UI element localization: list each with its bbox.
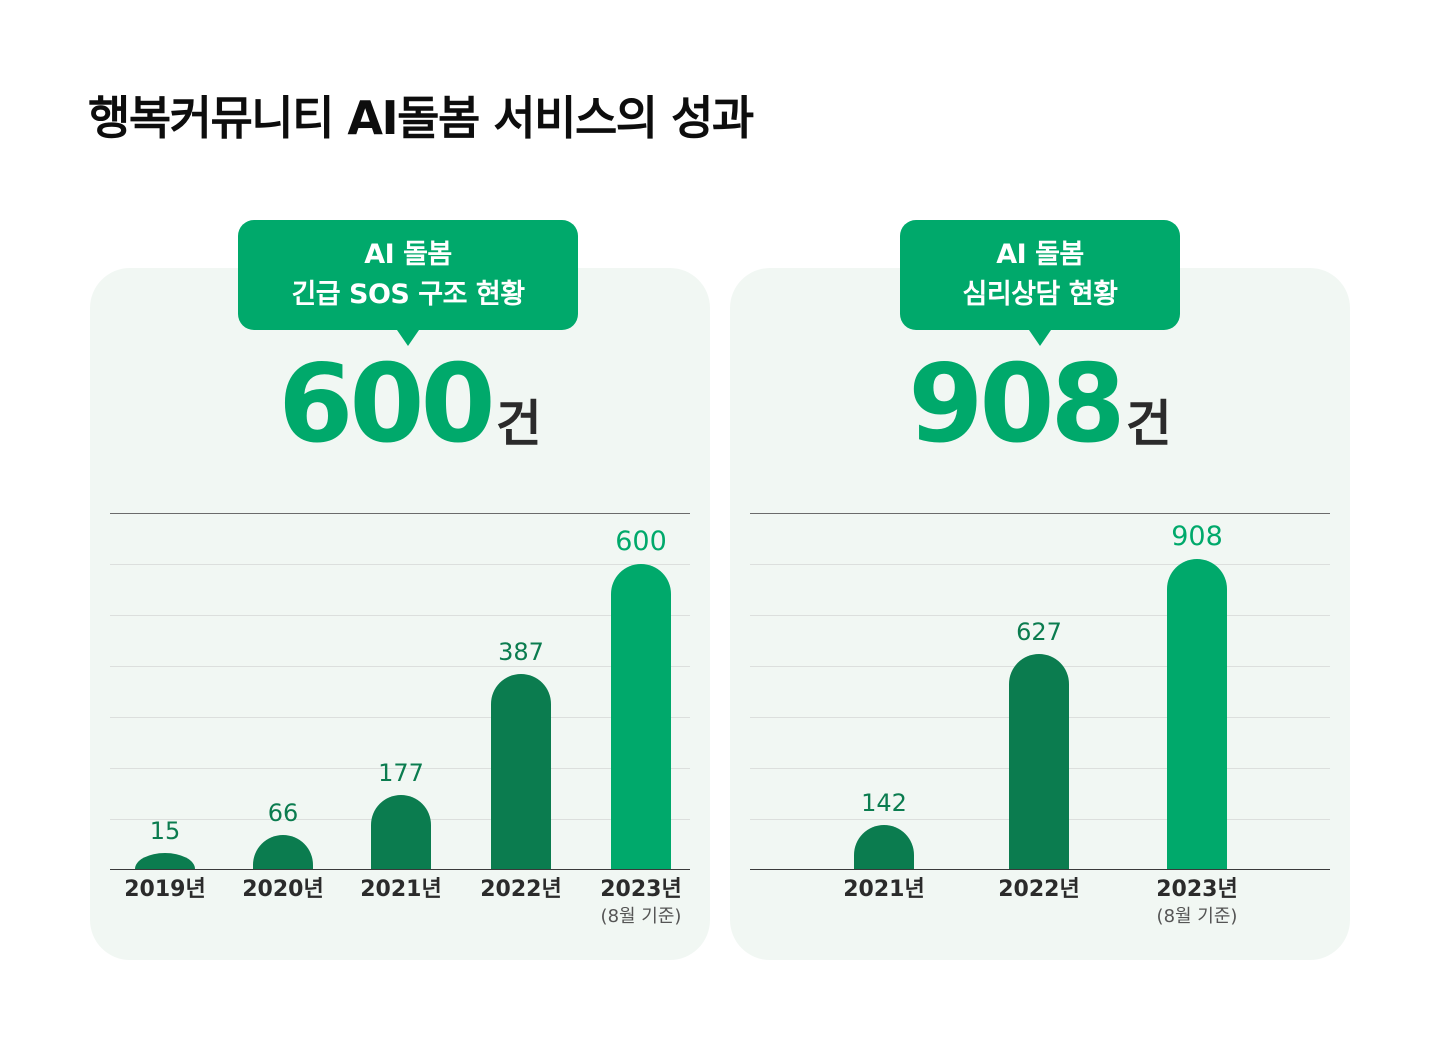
- gridline: [110, 564, 690, 565]
- bar: [135, 853, 195, 869]
- x-axis-label: 2022년: [998, 877, 1080, 902]
- bar: [491, 674, 551, 869]
- gridline: [110, 615, 690, 616]
- sos-rescue-total: 600 건: [240, 350, 580, 460]
- bar: [253, 835, 313, 869]
- total-value: 600: [278, 342, 495, 467]
- page-title: 행복커뮤니티 AI돌봄 서비스의 성과: [88, 91, 754, 145]
- sos-rescue-title-bubble: AI 돌봄 긴급 SOS 구조 현황: [238, 220, 578, 346]
- total-unit: 건: [495, 395, 542, 453]
- bar: [1009, 654, 1069, 869]
- x-axis-label: 2020년: [242, 877, 324, 902]
- bar-value-label: 908: [1171, 521, 1223, 552]
- x-axis: [750, 868, 1330, 870]
- bubble-line-1: AI 돌봄: [996, 239, 1084, 270]
- bar-value-label: 142: [861, 789, 907, 817]
- bar-value-label: 66: [267, 799, 299, 827]
- x-axis-label: 2023년: [600, 877, 682, 902]
- x-axis-label: 2023년: [1156, 877, 1238, 902]
- gridline: [750, 615, 1330, 616]
- gridline: [110, 666, 690, 667]
- gridline: [110, 768, 690, 769]
- x-axis-label: 2019년: [124, 877, 206, 902]
- sos-rescue-bar-chart: 15 2019년 66 2020년 177 2021년 387 2022년 600 2023년 (8…: [110, 513, 690, 927]
- bar-value-label: 15: [149, 817, 181, 845]
- bubble-line-2: 긴급 SOS 구조 현황: [291, 279, 525, 310]
- bar-value-label: 627: [1016, 618, 1062, 646]
- bubble-line-1: AI 돌봄: [364, 239, 452, 270]
- total-unit: 건: [1125, 395, 1172, 453]
- counseling-title-bubble: AI 돌봄 심리상담 현황: [900, 220, 1180, 346]
- bar: [371, 795, 431, 869]
- gridline: [750, 564, 1330, 565]
- bubble-line-2: 심리상담 현황: [962, 279, 1118, 310]
- bar: [1167, 559, 1227, 869]
- x-axis-sublabel: (8월 기준): [1156, 906, 1238, 927]
- x-axis-label: 2021년: [843, 877, 925, 902]
- x-axis: [110, 868, 690, 870]
- total-value: 908: [908, 342, 1125, 467]
- bar-value-label: 387: [498, 638, 544, 666]
- chart-top-rule: [750, 513, 1330, 514]
- bar: [611, 564, 671, 869]
- bar: [854, 825, 914, 869]
- gridline: [110, 717, 690, 718]
- bar-value-label: 177: [378, 759, 424, 787]
- bar-value-label: 600: [615, 526, 667, 557]
- counseling-bar-chart: 142 2021년 627 2022년 908 2023년 (8월 기준): [750, 513, 1330, 927]
- x-axis-label: 2021년: [360, 877, 442, 902]
- x-axis-sublabel: (8월 기준): [600, 906, 682, 927]
- chart-top-rule: [110, 513, 690, 514]
- counseling-total: 908 건: [880, 350, 1200, 460]
- x-axis-label: 2022년: [480, 877, 562, 902]
